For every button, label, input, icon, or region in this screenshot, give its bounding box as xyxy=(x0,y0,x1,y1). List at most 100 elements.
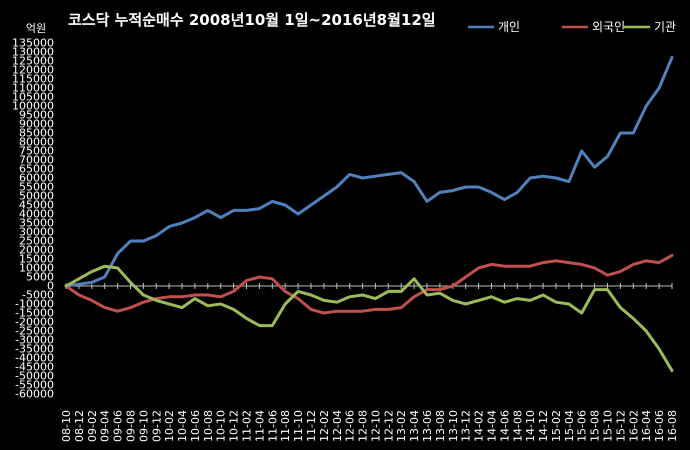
x-tick-label: 09-02 xyxy=(86,410,99,442)
x-tick-label: 11-10 xyxy=(292,410,305,442)
y-tick-label: 95000 xyxy=(19,109,54,122)
y-tick-label: 50000 xyxy=(19,190,54,203)
y-tick-label: 125000 xyxy=(12,55,54,68)
x-tick-label: 10-08 xyxy=(202,410,215,442)
legend: 개인 외국인 기관 xyxy=(468,20,676,34)
y-axis-ticks: 1350001300001250001200001150001100001050… xyxy=(12,37,54,401)
y-tick-label: 60000 xyxy=(19,172,54,185)
x-tick-label: 12-04 xyxy=(331,410,344,442)
x-tick-label: 09-08 xyxy=(125,410,138,442)
series-line-기관 xyxy=(64,264,674,373)
y-tick-label: 130000 xyxy=(12,46,54,59)
x-tick-label: 14-12 xyxy=(537,410,550,442)
x-tick-label: 15-10 xyxy=(602,410,615,442)
y-tick-label: -10000 xyxy=(15,298,54,311)
x-tick-label: 14-06 xyxy=(498,410,511,442)
x-tick-label: 13-02 xyxy=(395,410,408,442)
x-tick-label: 11-06 xyxy=(266,410,279,442)
x-tick-label: 14-02 xyxy=(473,410,486,442)
x-tick-label: 11-04 xyxy=(253,410,266,442)
y-tick-label: 135000 xyxy=(12,37,54,50)
series-line-개인 xyxy=(64,55,674,288)
y-axis-unit-label: 억원 xyxy=(26,22,46,35)
y-tick-label: 90000 xyxy=(19,118,54,131)
x-tick-label: 13-12 xyxy=(460,410,473,442)
y-tick-label: 30000 xyxy=(19,226,54,239)
x-tick-label: 16-06 xyxy=(653,410,666,442)
y-tick-label: -5000 xyxy=(22,289,54,302)
y-tick-label: 75000 xyxy=(19,145,54,158)
x-tick-label: 15-06 xyxy=(576,410,589,442)
series-line-외국인 xyxy=(64,253,674,315)
x-tick-label: 08-12 xyxy=(73,410,86,442)
x-tick-label: 13-06 xyxy=(421,410,434,442)
y-tick-label: 45000 xyxy=(19,199,54,212)
y-tick-label: 80000 xyxy=(19,136,54,149)
y-tick-label: 100000 xyxy=(12,100,54,113)
x-tick-label: 15-12 xyxy=(614,410,627,442)
y-tick-label: 120000 xyxy=(12,64,54,77)
x-tick-label: 10-04 xyxy=(176,410,189,442)
x-tick-label: 12-12 xyxy=(382,410,395,442)
y-tick-label: -40000 xyxy=(15,352,54,365)
y-tick-label: 20000 xyxy=(19,244,54,257)
x-tick-label: 13-08 xyxy=(434,410,447,442)
x-tick-label: 12-02 xyxy=(318,410,331,442)
y-tick-label: 65000 xyxy=(19,163,54,176)
y-tick-label: 5000 xyxy=(26,271,54,284)
x-tick-label: 14-10 xyxy=(524,410,537,442)
x-tick-label: 09-10 xyxy=(137,410,150,442)
x-tick-label: 09-04 xyxy=(99,410,112,442)
x-tick-label: 12-10 xyxy=(369,410,382,442)
y-tick-label: 110000 xyxy=(12,82,54,95)
x-tick-label: 13-04 xyxy=(408,410,421,442)
series-lines xyxy=(64,55,674,373)
y-tick-label: -35000 xyxy=(15,343,54,356)
x-tick-label: 09-06 xyxy=(112,410,125,442)
x-tick-label: 09-12 xyxy=(150,410,163,442)
x-tick-label: 15-08 xyxy=(589,410,602,442)
legend-label: 개인 xyxy=(498,20,520,34)
y-tick-label: 55000 xyxy=(19,181,54,194)
y-tick-label: -50000 xyxy=(15,370,54,383)
x-tick-label: 10-10 xyxy=(215,410,228,442)
x-tick-label: 13-10 xyxy=(447,410,460,442)
y-tick-label: 40000 xyxy=(19,208,54,221)
y-tick-label: 115000 xyxy=(12,73,54,86)
y-tick-label: -45000 xyxy=(15,361,54,374)
y-tick-label: -60000 xyxy=(15,388,54,401)
y-tick-label: 70000 xyxy=(19,154,54,167)
y-tick-label: -20000 xyxy=(15,316,54,329)
y-tick-label: -25000 xyxy=(15,325,54,338)
y-tick-label: -30000 xyxy=(15,334,54,347)
x-tick-label: 11-02 xyxy=(241,410,254,442)
y-tick-label: 25000 xyxy=(19,235,54,248)
x-tick-label: 12-06 xyxy=(344,410,357,442)
x-tick-label: 16-02 xyxy=(627,410,640,442)
x-tick-label: 10-12 xyxy=(228,410,241,442)
x-tick-label: 15-02 xyxy=(550,410,563,442)
x-tick-label: 11-12 xyxy=(305,410,318,442)
y-tick-label: 0 xyxy=(47,280,54,293)
x-axis-ticks: 08-10 08-12 09-02 09-04 09-06 09-08 09-10 09-12… xyxy=(60,283,679,442)
x-tick-label: 16-08 xyxy=(666,410,679,442)
y-tick-label: 10000 xyxy=(19,262,54,275)
y-tick-label: 105000 xyxy=(12,91,54,104)
x-tick-label: 08-10 xyxy=(60,410,73,442)
x-tick-label: 14-04 xyxy=(486,410,499,442)
x-tick-label: 10-06 xyxy=(189,410,202,442)
x-tick-label: 12-08 xyxy=(357,410,370,442)
y-tick-label: -55000 xyxy=(15,379,54,392)
y-tick-label: -15000 xyxy=(15,307,54,320)
x-tick-label: 11-08 xyxy=(279,410,292,442)
legend-label: 외국인 xyxy=(592,20,625,34)
y-tick-label: 15000 xyxy=(19,253,54,266)
x-tick-label: 14-08 xyxy=(511,410,524,442)
x-tick-label: 16-04 xyxy=(640,410,653,442)
chart-title: 코스닥 누적순매수 2008년10월 1일~2016년8월12일 xyxy=(68,11,436,29)
y-tick-label: 35000 xyxy=(19,217,54,230)
legend-label: 기관 xyxy=(654,20,676,34)
x-tick-label: 15-04 xyxy=(563,410,576,442)
